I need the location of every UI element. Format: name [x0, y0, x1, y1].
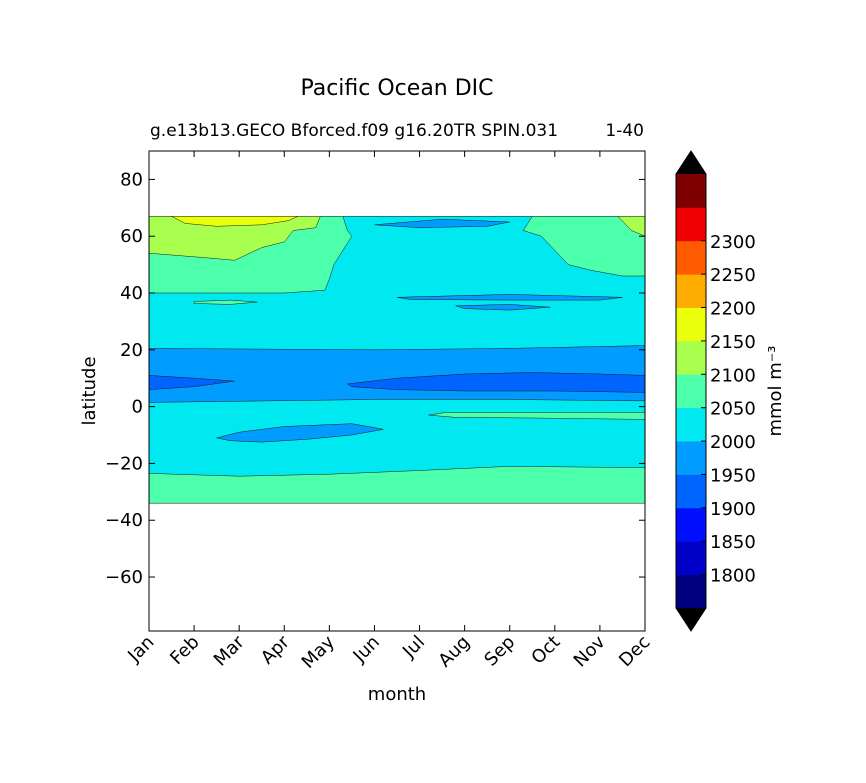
colorbar-extend-min: [676, 608, 706, 631]
colorbar-cell: [676, 441, 706, 475]
colorbar-tick-label: 2050: [710, 399, 756, 420]
contour-north-high-east: [617, 216, 645, 237]
colorbar-tick-label: 2150: [710, 332, 756, 353]
x-tick-label: Apr: [257, 631, 294, 668]
contour-equatorial-core-west: [149, 375, 235, 390]
chart-subtitle-run: g.e13b13.GECO Bforced.f09 g16.20TR SPIN.…: [150, 121, 559, 141]
contour-north-pocket-low: [455, 304, 551, 311]
contour-south-band-sliver: [428, 412, 645, 420]
y-tick-label: −20: [105, 453, 143, 474]
colorbar-cell: [676, 307, 706, 342]
x-tick-label: Sep: [480, 632, 519, 671]
colorbar-cell: [676, 507, 706, 542]
colorbar-outline: [675, 150, 707, 632]
colorbar-cell: [676, 340, 706, 375]
chart-subtitle-years: 1-40: [605, 121, 644, 141]
colorbar-cell: [676, 274, 706, 308]
colorbar-tick-label: 1850: [710, 532, 756, 553]
colorbar-cell: [676, 474, 706, 509]
colorbar-cell: [676, 207, 706, 242]
colorbar-cell: [676, 541, 706, 576]
x-tick-label: Jul: [398, 632, 429, 663]
colorbar-extend-max: [676, 151, 706, 174]
y-axis-label: latitude: [79, 356, 100, 425]
y-tick-label: −60: [105, 567, 143, 588]
x-tick-label: Oct: [527, 632, 564, 669]
colorbar-tick-label: 2300: [710, 232, 756, 253]
contour-north-fleck: [193, 299, 258, 305]
x-tick-label: Nov: [570, 631, 610, 671]
colorbar-cell: [676, 240, 706, 275]
colorbar-tick-label: 1950: [710, 465, 756, 486]
x-tick-label: Feb: [166, 632, 203, 669]
y-tick-label: 80: [120, 169, 143, 190]
contour-south-pocket: [216, 423, 384, 443]
y-axis: 80 60 40 20 0 −20 −40 −60: [105, 169, 645, 588]
y-tick-label: 40: [120, 283, 143, 304]
y-tick-label: 20: [120, 340, 143, 361]
colorbar-tick-label: 1800: [710, 566, 756, 587]
colorbar-label: mmol m⁻³: [765, 345, 786, 436]
plot-area: [149, 216, 645, 504]
contour-equatorial-core-east: [346, 372, 645, 393]
colorbar-tick-label: 1900: [710, 499, 756, 520]
x-tick-label: Dec: [615, 632, 654, 671]
y-tick-label: 0: [132, 397, 143, 418]
colorbar-tick-label: 2250: [710, 265, 756, 286]
y-tick-label: 60: [120, 226, 143, 247]
x-tick-label: Mar: [210, 631, 249, 670]
colorbar-tick-label: 2000: [710, 432, 756, 453]
x-tick-label: May: [298, 631, 339, 672]
contour-north-band-east: [522, 216, 645, 277]
contour-north-pocket-high: [374, 218, 510, 228]
colorbar-cell: [676, 574, 706, 609]
y-tick-label: −40: [105, 510, 143, 531]
contour-north-pocket-mid: [396, 294, 623, 301]
colorbar-tick-label: 2100: [710, 365, 756, 386]
x-tick-label: Aug: [434, 632, 474, 672]
colorbar: 1800 1850 1900 1950 2000 2050 2100 2150 2200 2250…: [675, 150, 756, 632]
colorbar-cell: [676, 174, 706, 208]
contour-north-high-west: [149, 216, 321, 261]
x-tick-label: Jun: [349, 632, 384, 667]
colorbar-cell: [676, 374, 706, 409]
chart-title: Pacific Ocean DIC: [300, 76, 494, 101]
contour-north-peak: [171, 216, 298, 227]
contour-south-band: [149, 466, 645, 504]
x-axis-label: month: [368, 684, 426, 705]
x-tick-label: Jan: [123, 632, 158, 667]
colorbar-tick-label: 2200: [710, 299, 756, 320]
colorbar-cell: [676, 407, 706, 442]
plot-frame: [148, 150, 646, 632]
